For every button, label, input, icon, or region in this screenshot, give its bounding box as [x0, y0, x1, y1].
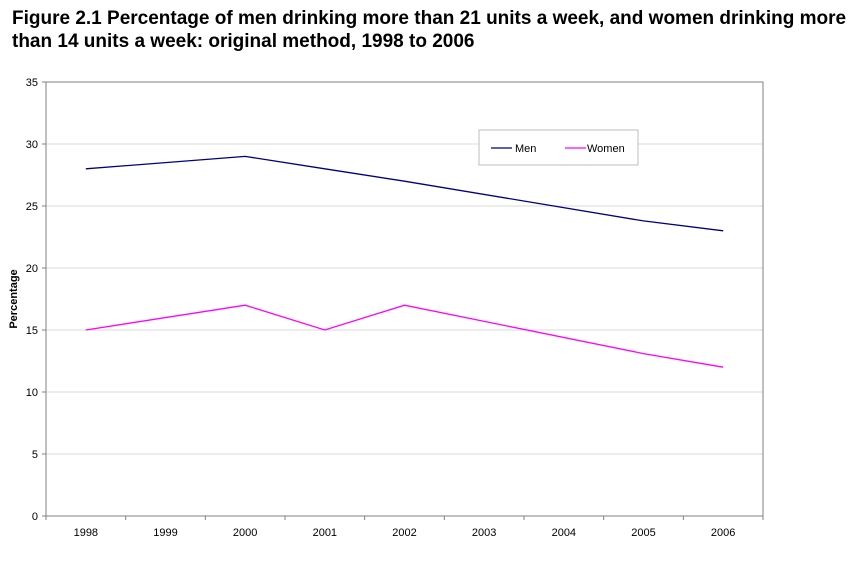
- x-tick-label: 2004: [552, 527, 576, 539]
- series-line-men: [85, 155, 724, 232]
- y-tick-label: 25: [26, 201, 38, 213]
- series-line-women: [85, 304, 724, 368]
- y-tick-label: 15: [26, 325, 38, 337]
- x-tick-label: 1999: [153, 527, 177, 539]
- x-tick-label: 2001: [313, 527, 337, 539]
- x-tick-label: 2006: [711, 527, 735, 539]
- y-tick-label: 5: [32, 449, 38, 461]
- legend-label-men: Men: [515, 143, 536, 155]
- legend: Men Women: [478, 129, 639, 166]
- x-tick-label: 2002: [392, 527, 416, 539]
- plot-area: [45, 81, 764, 517]
- y-tick-label: 35: [26, 77, 38, 89]
- x-tick-label: 2000: [233, 527, 257, 539]
- x-tick-label: 2005: [631, 527, 655, 539]
- x-tick-label: 1998: [74, 527, 98, 539]
- y-axis-label: Percentage: [8, 269, 20, 328]
- y-tick-label: 30: [26, 139, 38, 151]
- chart-title: Figure 2.1 Percentage of men drinking mo…: [12, 8, 847, 52]
- y-tick-label: 20: [26, 263, 38, 275]
- x-tick-label: 2003: [472, 527, 496, 539]
- y-tick-label: 0: [32, 511, 38, 523]
- y-tick-label: 10: [26, 387, 38, 399]
- legend-label-women: Women: [587, 143, 625, 155]
